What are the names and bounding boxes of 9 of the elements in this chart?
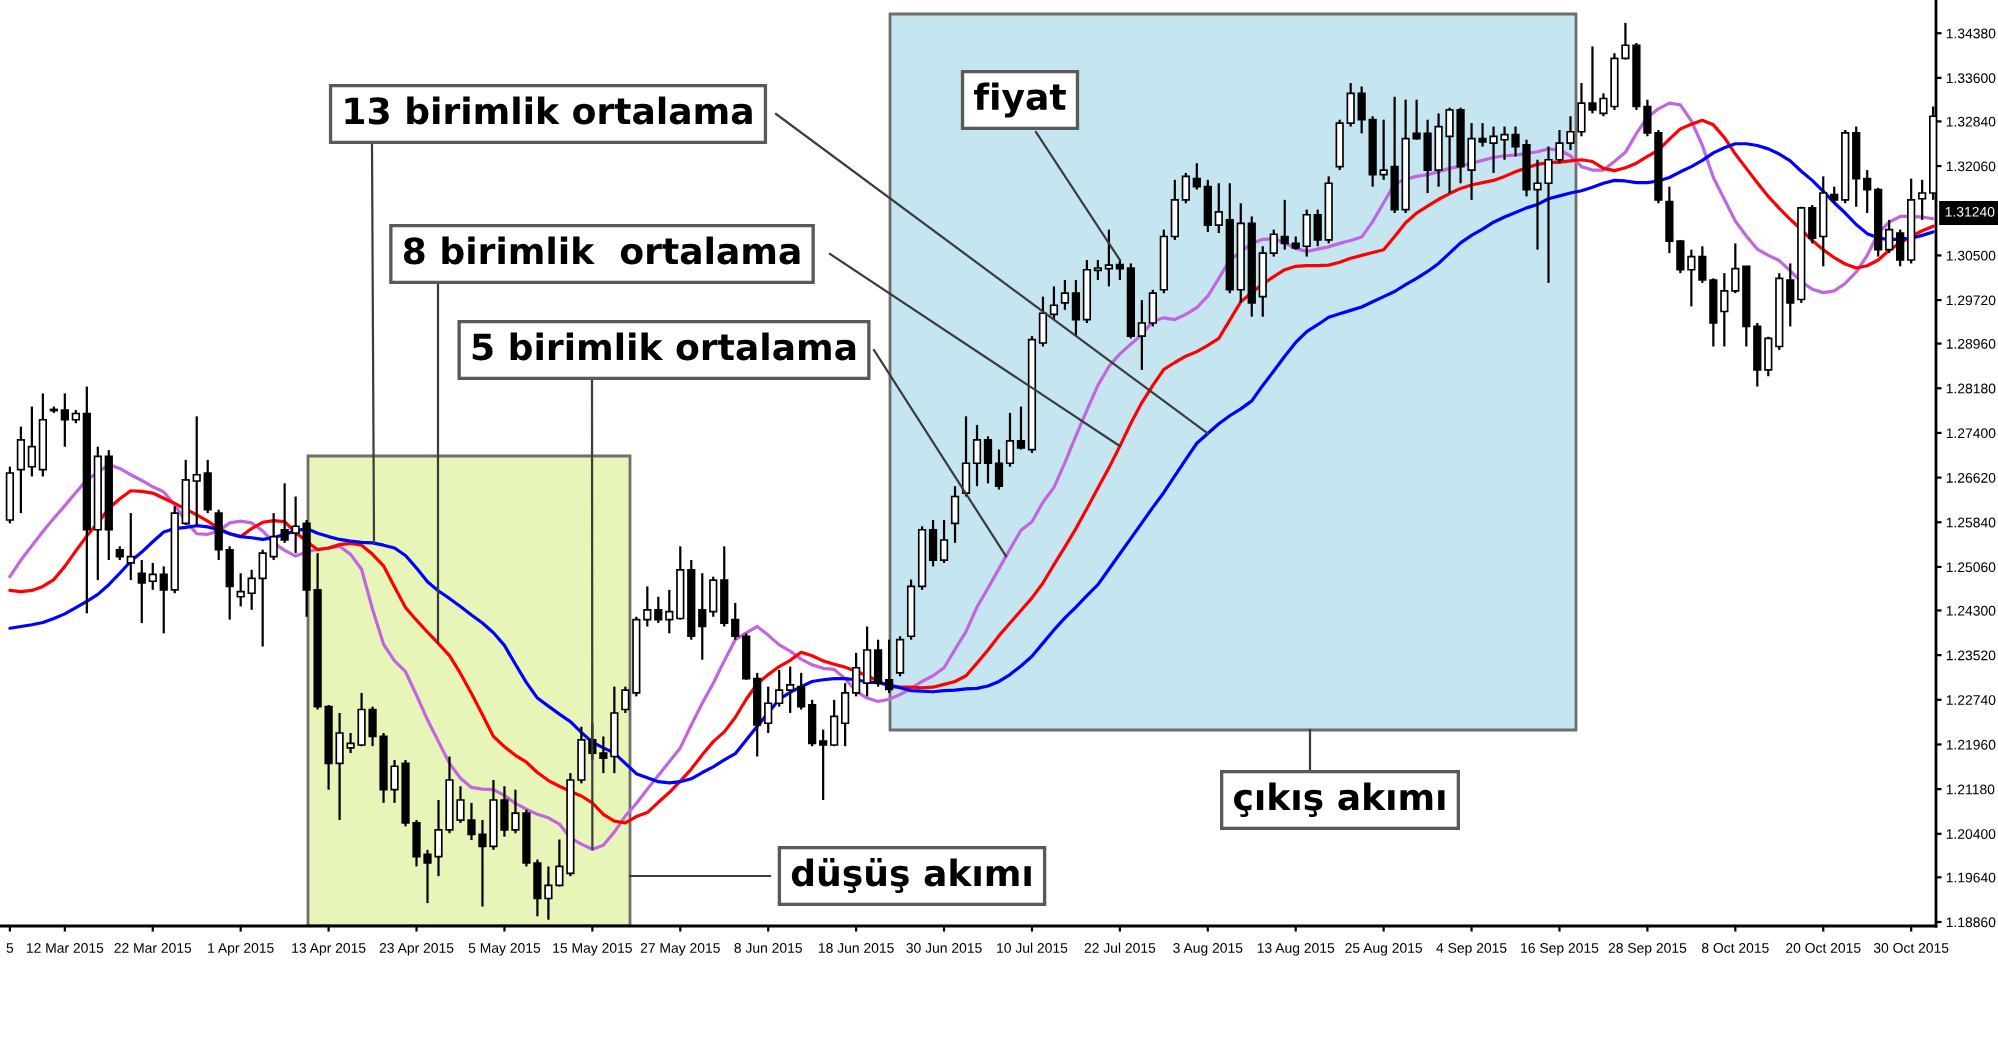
annotation: çıkış akımı	[1234, 782, 1445, 818]
candlestick	[895, 635, 905, 678]
annotation: 5 birimlik ortalama	[472, 332, 856, 361]
candlestick	[950, 485, 960, 544]
annotation: 13 birimlik ortalama	[345, 96, 752, 125]
annotation: fiyat	[974, 82, 1066, 118]
annotation: düşüş akımı	[791, 858, 1031, 894]
annotation: 8 birimlik ortalama	[403, 236, 800, 265]
candlestick	[5, 465, 15, 525]
